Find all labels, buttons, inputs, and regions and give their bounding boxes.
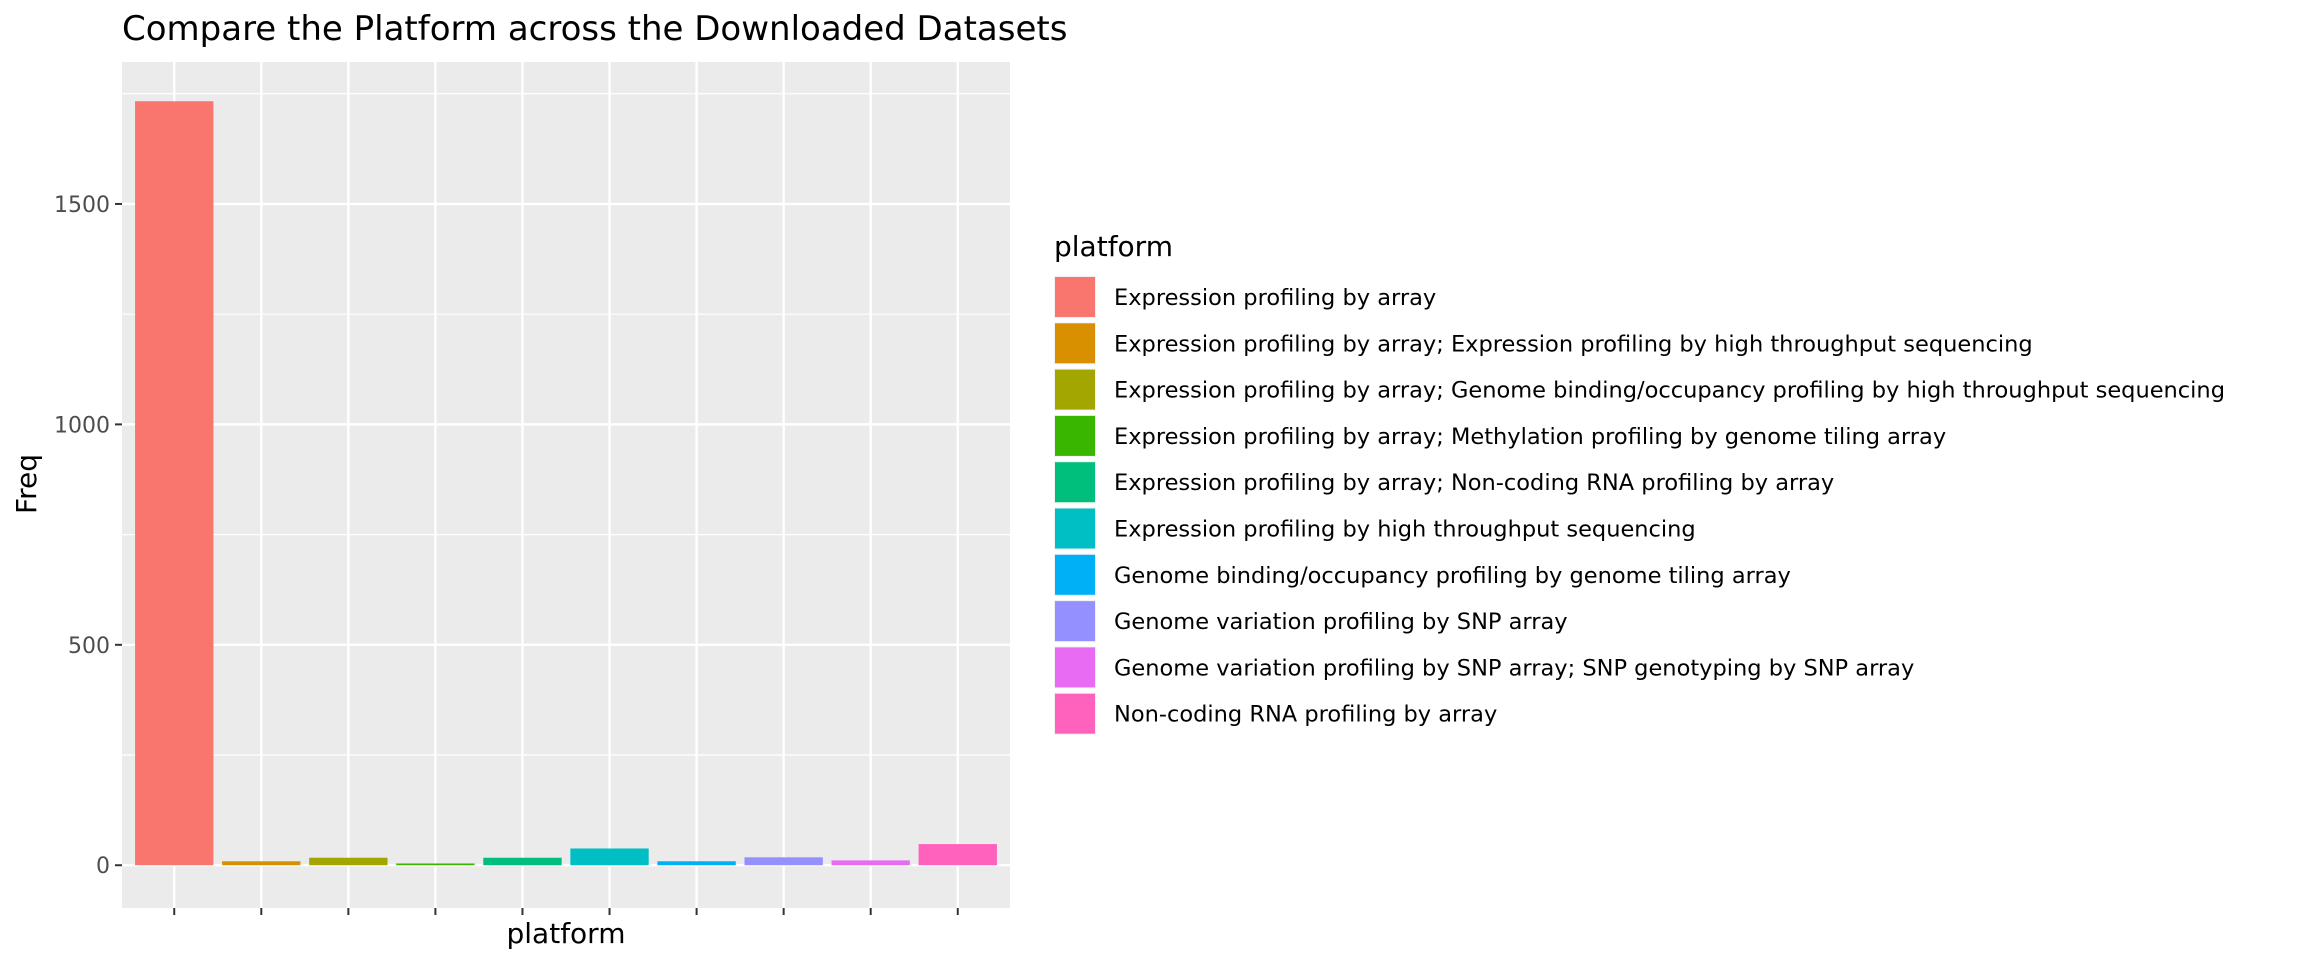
legend-label: Expression profiling by array; Non-codin…: [1114, 470, 1834, 496]
legend-label: Genome binding/occupancy profiling by ge…: [1114, 563, 1791, 589]
y-axis-title: Freq: [10, 454, 43, 514]
legend-item: Non-coding RNA profiling by array: [1054, 692, 1497, 735]
major-gridlines: [122, 62, 1010, 908]
bar: [222, 861, 301, 866]
y-tick-label: 500: [68, 634, 110, 659]
legend-item: Expression profiling by array; Expressio…: [1054, 322, 2033, 365]
legend-label: Expression profiling by high throughput …: [1114, 517, 1696, 543]
legend: platform Expression profiling by arrayEx…: [1054, 230, 2225, 735]
legend-swatch: [1055, 647, 1095, 688]
legend-label: Non-coding RNA profiling by array: [1114, 702, 1497, 728]
bar: [135, 101, 214, 866]
bar: [657, 861, 736, 866]
legend-item: Expression profiling by array; Genome bi…: [1054, 368, 2225, 411]
legend-label: Genome variation profiling by SNP array: [1114, 609, 1568, 635]
y-axis: 0 500 1000 1500: [54, 193, 122, 879]
legend-item: Genome variation profiling by SNP array;…: [1054, 646, 1914, 689]
bar: [570, 848, 649, 866]
legend-items: Expression profiling by array Expression …: [1054, 276, 2225, 735]
x-axis-title: platform: [507, 917, 626, 950]
x-axis: [173, 908, 959, 915]
legend-swatch: [1055, 693, 1095, 734]
legend-swatch: [1055, 323, 1095, 364]
legend-swatch: [1055, 369, 1095, 410]
y-tick-label: 0: [96, 854, 110, 879]
legend-label: Expression profiling by array: [1114, 285, 1436, 311]
legend-item: Genome binding/occupancy profiling by ge…: [1054, 553, 1791, 596]
legend-item: Expression profiling by array; Methylati…: [1054, 414, 1946, 457]
bar: [744, 857, 823, 866]
legend-label: Expression profiling by array; Genome bi…: [1114, 378, 2225, 404]
legend-swatch: [1055, 415, 1095, 456]
chart-title: Compare the Platform across the Download…: [122, 9, 1067, 49]
legend-swatch: [1055, 462, 1095, 503]
bar: [483, 857, 562, 866]
legend-swatch: [1055, 277, 1095, 317]
legend-label: Expression profiling by array; Methylati…: [1114, 424, 1946, 450]
plot-panel: [122, 62, 1010, 908]
y-tick-label: 1000: [54, 413, 110, 438]
legend-label: Genome variation profiling by SNP array;…: [1114, 655, 1914, 681]
minor-gridlines: [122, 93, 1010, 756]
bar: [309, 857, 388, 866]
legend-swatch: [1055, 554, 1095, 595]
legend-label: Expression profiling by array; Expressio…: [1114, 331, 2033, 357]
legend-swatch: [1055, 508, 1095, 549]
legend-item: Expression profiling by array: [1054, 276, 1436, 318]
y-tick-label: 1500: [54, 193, 110, 218]
bars: [135, 101, 997, 866]
legend-item: Expression profiling by high throughput …: [1054, 507, 1696, 550]
legend-item: Expression profiling by array; Non-codin…: [1054, 461, 1834, 504]
bar: [918, 844, 997, 866]
legend-item: Genome variation profiling by SNP array: [1054, 600, 1568, 643]
legend-swatch: [1055, 601, 1095, 642]
bar: [396, 863, 475, 866]
bar: [831, 860, 910, 866]
legend-title: platform: [1054, 230, 1173, 263]
